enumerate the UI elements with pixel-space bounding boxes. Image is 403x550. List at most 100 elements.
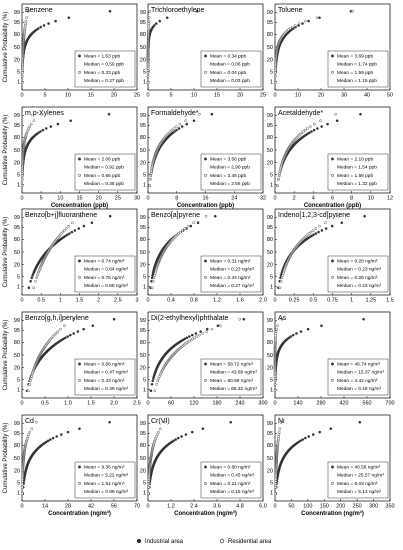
industrial-point xyxy=(64,336,67,340)
y-tick-label: 50 xyxy=(14,353,20,359)
industrial-point xyxy=(194,332,198,335)
residential-point xyxy=(191,337,195,341)
residential-point xyxy=(195,335,199,338)
industrial-marker xyxy=(204,54,207,58)
industrial-point xyxy=(151,379,155,383)
x-tick-label: 1.6 xyxy=(236,298,244,304)
industrial-point xyxy=(318,430,322,434)
mean-label: Mean = 1.51 ng/m³ xyxy=(84,481,125,487)
x-tick-label: 3 xyxy=(135,298,138,304)
residential-point xyxy=(20,174,24,178)
y-tick-label: 20 xyxy=(14,160,20,166)
y-tick-label: 95 xyxy=(14,328,20,334)
y-tick-label: 50 xyxy=(14,45,20,51)
x-tick-label: 10 xyxy=(191,93,197,99)
industrial-point xyxy=(289,335,293,338)
industrial-point xyxy=(320,324,323,328)
industrial-marker xyxy=(331,362,334,366)
y-tick-label: 50 xyxy=(14,148,20,154)
industrial-point xyxy=(44,127,48,130)
residential-point xyxy=(147,16,151,20)
x-tick-label: 20 xyxy=(318,93,324,99)
x-tick-label: 40 xyxy=(364,93,370,99)
industrial-marker xyxy=(204,362,207,366)
residential-point xyxy=(273,379,277,383)
y-tick-label: 20 xyxy=(267,365,273,371)
x-tick-label: 300 xyxy=(369,504,378,510)
y-axis-label: Cumulative Probability (%) xyxy=(3,115,9,186)
x-tick-label: 2.0 xyxy=(259,298,267,304)
inset-legend xyxy=(327,358,389,396)
x-tick-label: 8 xyxy=(175,196,178,202)
y-axis-label: Cumulative Probability (%) xyxy=(3,217,9,288)
residential-marker xyxy=(204,481,207,485)
mean-label: Mean = 6.03 ng/m³ xyxy=(337,481,378,487)
residential-point xyxy=(318,224,321,228)
y-tick-label: 80 xyxy=(267,32,273,38)
industrial-marker xyxy=(78,465,81,469)
x-tick-label: 250 xyxy=(353,504,362,510)
residential-point xyxy=(64,227,68,230)
residential-point xyxy=(148,184,151,188)
industrial-point xyxy=(62,337,65,341)
y-tick-label: 95 xyxy=(140,225,146,231)
x-tick-label: 25 xyxy=(115,196,121,202)
median-label: Median = 43.89 ng/m³ xyxy=(210,370,257,376)
industrial-point xyxy=(35,28,38,32)
y-tick-label: 80 xyxy=(267,237,273,243)
inset-legend xyxy=(200,358,262,396)
residential-point xyxy=(274,492,277,496)
industrial-point xyxy=(310,234,313,238)
x-tick-label: 1.2 xyxy=(213,298,221,304)
panel-title: Trichloroethylene xyxy=(151,7,205,14)
y-axis-label: Cumulative Probability (%) xyxy=(3,423,9,494)
median-label: Median = 0.39 ng/m³ xyxy=(84,386,129,392)
residential-point xyxy=(153,389,157,393)
inset-legend xyxy=(200,50,262,88)
residential-point xyxy=(156,379,160,383)
industrial-point xyxy=(312,233,315,237)
residential-point xyxy=(34,279,37,283)
industrial-point xyxy=(320,229,324,232)
mean-label: Mean = 0.28 ng/m³ xyxy=(337,259,378,265)
industrial-point xyxy=(187,335,191,338)
y-tick-label: 1 xyxy=(143,388,146,394)
y-tick-label: 80 xyxy=(140,237,146,243)
y-tick-label: 95 xyxy=(14,431,20,437)
industrial-point xyxy=(318,16,321,20)
x-tick-label: 2.5 xyxy=(133,401,141,407)
residential-point xyxy=(28,125,32,128)
residential-point xyxy=(147,22,151,25)
industrial-point xyxy=(39,130,42,133)
x-tick-label: 2 xyxy=(97,298,100,304)
industrial-point xyxy=(320,125,323,128)
mean-label: Mean = 3.45 ppb xyxy=(210,173,246,179)
median-label: Median = 1.74 ppb xyxy=(337,62,377,68)
industrial-point xyxy=(229,420,233,424)
industrial-point xyxy=(70,230,74,234)
industrial-point xyxy=(307,131,311,135)
residential-point xyxy=(24,19,28,23)
residential-point xyxy=(155,433,159,436)
x-tick-label: 0 xyxy=(20,93,23,99)
y-tick-label: 50 xyxy=(267,456,273,462)
industrial-marker xyxy=(331,465,334,469)
panel-title: m,p-Xylenes xyxy=(25,110,64,117)
industrial-point xyxy=(183,337,187,341)
median-label: Median = 0.64 ng/m³ xyxy=(84,267,129,273)
industrial-point xyxy=(37,27,40,30)
y-tick-label: 1 xyxy=(143,80,146,86)
residential-point xyxy=(78,214,82,218)
median-label: Median = 0.15 ng/m³ xyxy=(210,489,255,495)
residential-point xyxy=(309,230,313,234)
y-tick-label: 50 xyxy=(140,148,146,154)
x-tick-label: 20 xyxy=(111,93,117,99)
y-tick-label: 20 xyxy=(14,57,20,63)
residential-point xyxy=(204,214,208,218)
median-label: Median = 15.37 ng/m³ xyxy=(337,370,384,376)
y-tick-label: 80 xyxy=(267,443,273,449)
x-tick-label: 150 xyxy=(320,504,329,510)
residential-point xyxy=(20,485,24,489)
residential-point xyxy=(151,279,155,283)
industrial-point xyxy=(91,324,95,328)
